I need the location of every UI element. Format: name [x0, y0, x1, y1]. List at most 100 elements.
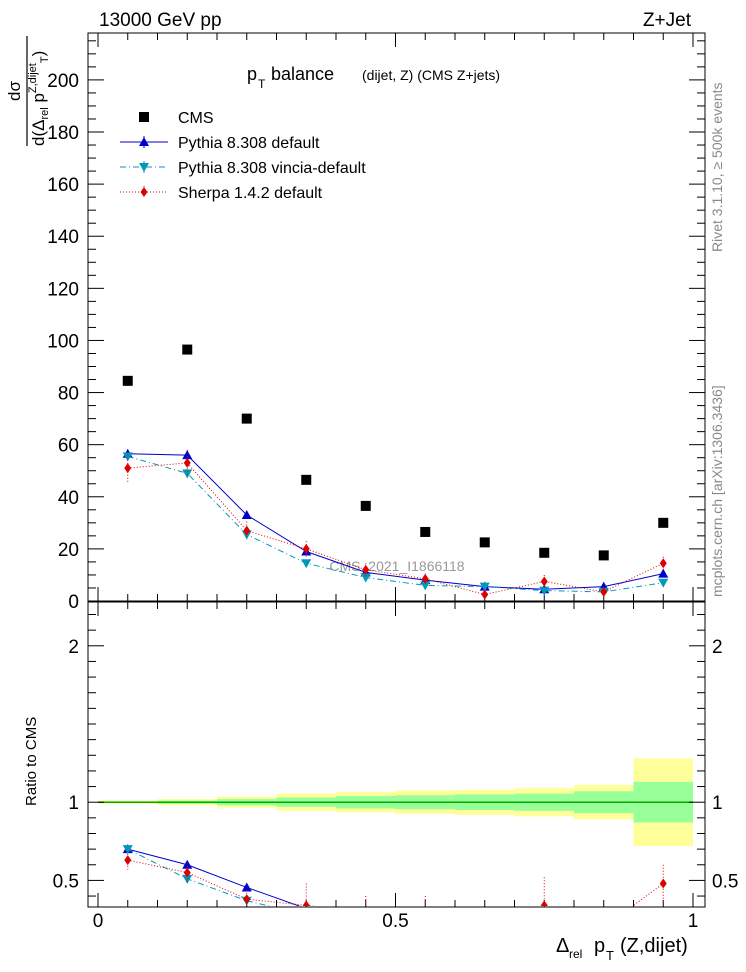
point-cms — [479, 537, 490, 548]
point-cms — [360, 500, 371, 511]
ratio-y-tick-label-right: 0.5 — [712, 871, 738, 892]
ratio-point-sherpa — [243, 894, 251, 905]
ratio-point-sherpa — [124, 855, 132, 866]
ratio-point-sherpa — [600, 922, 607, 932]
point-sherpa — [243, 525, 251, 536]
point-vincia — [360, 573, 371, 583]
ratio-point-sherpa — [183, 867, 191, 878]
legend-item-pythia: Pythia 8.308 default — [120, 135, 320, 152]
ratio-point-vincia — [122, 845, 133, 855]
ratio-point-vincia — [539, 923, 549, 932]
y-tick-label: 200 — [47, 71, 79, 92]
rivet-label: Rivet 3.1.10, ≥ 500k events — [709, 82, 725, 252]
point-vincia — [301, 559, 312, 569]
point-vincia — [479, 582, 490, 592]
point-cms — [301, 474, 312, 485]
ratio-point-vincia — [301, 911, 311, 920]
point-sherpa — [302, 543, 310, 554]
legend-item-cms: CMS — [139, 110, 214, 127]
point-vincia — [420, 581, 431, 591]
mcplots-label: mcplots.cern.ch [arXiv:1306.3436] — [709, 385, 725, 597]
title-sub: T — [258, 77, 266, 91]
y-tick-label: 0 — [68, 592, 79, 613]
ratio-point-pythia — [658, 922, 668, 931]
point-cms — [598, 550, 609, 561]
watermark: CMS_2021_I1866118 — [329, 558, 464, 574]
ratio-point-sherpa — [481, 922, 488, 932]
y-tick-label: 100 — [47, 331, 79, 352]
ratio-y-tick-label-right: 2 — [712, 637, 723, 658]
legend-marker-pythia — [139, 137, 149, 146]
legend-item-sherpa: Sherpa 1.4.2 default — [120, 185, 323, 202]
ratio-y-tick-label-right: 1 — [712, 793, 723, 814]
point-cms — [420, 526, 431, 537]
series-sherpa — [124, 449, 667, 600]
series-line-vincia — [127, 455, 664, 593]
legend-label-pythia: Pythia 8.308 default — [178, 135, 320, 152]
ratio-y-axis-label: Ratio to CMS — [23, 717, 40, 806]
title-p: p — [247, 64, 257, 84]
ratio-axis-ticks: 0.5 0.5 1 1 2 2 0 0.5 1 — [53, 602, 738, 932]
ratio-y-tick-label: 2 — [68, 637, 79, 658]
y-tick-label: 80 — [58, 384, 79, 405]
ratio-bands — [98, 758, 693, 846]
main-series-group — [122, 344, 669, 600]
xlabel-delta: Δ — [556, 935, 569, 957]
main-plot-frame — [87, 32, 706, 602]
point-sherpa — [600, 586, 608, 597]
ratio-point-sherpa — [302, 900, 310, 906]
ratio-point-pythia — [539, 922, 549, 931]
ratio-point-vincia — [361, 919, 371, 928]
point-pythia — [241, 510, 252, 520]
main-y-axis-label: dσ d(Δrel pZ,dijetT) — [5, 36, 51, 146]
point-pythia — [182, 450, 193, 460]
ratio-point-pythia — [480, 919, 490, 928]
point-pythia — [658, 568, 669, 578]
series-line-sherpa — [127, 462, 664, 596]
y-tick-label: 40 — [58, 488, 79, 509]
x-tick-label: 0.5 — [382, 911, 408, 932]
x-tick-label: 1 — [688, 911, 699, 932]
title-rest: balance — [266, 64, 334, 84]
ylabel-numerator: dσ — [5, 81, 24, 101]
legend-item-vincia: Pythia 8.308 vincia-default — [120, 160, 366, 177]
point-vincia — [658, 578, 669, 588]
ratio-series — [122, 844, 668, 932]
point-sherpa — [481, 589, 489, 600]
ratio-line-pythia — [127, 848, 301, 906]
legend-label-cms: CMS — [178, 110, 214, 127]
point-sherpa — [659, 558, 667, 569]
y-tick-label: 60 — [58, 436, 79, 457]
ratio-point-sherpa — [422, 907, 429, 917]
xlabel-p: p — [594, 935, 605, 957]
main-series — [122, 344, 669, 600]
ratio-point-sherpa — [362, 907, 369, 917]
y-tick-label: 140 — [47, 227, 79, 248]
ratio-point-pythia — [182, 859, 193, 869]
legend-marker-cms — [139, 112, 149, 122]
xlabel-t: T — [606, 948, 614, 963]
main-axis-ticks: 0 20 40 60 80 100 120 140 160 180 200 — [47, 33, 705, 613]
xlabel-rel: rel — [569, 947, 582, 961]
legend-label-vincia: Pythia 8.308 vincia-default — [178, 160, 366, 177]
ratio-point-pythia — [361, 913, 371, 922]
point-cms — [539, 547, 550, 558]
title-small: (dijet, Z) (CMS Z+jets) — [362, 67, 500, 83]
point-vincia — [182, 469, 193, 479]
y-tick-label: 20 — [58, 540, 79, 561]
ratio-point-vincia — [182, 874, 193, 884]
point-sherpa — [421, 573, 429, 584]
ratio-y-tick-label: 0.5 — [53, 871, 79, 892]
ratio-point-sherpa — [540, 900, 548, 906]
y-tick-label: 180 — [47, 123, 79, 144]
legend-label-sherpa: Sherpa 1.4.2 default — [178, 185, 323, 202]
y-tick-label: 160 — [47, 175, 79, 196]
point-sherpa — [124, 463, 132, 474]
ratio-point-vincia — [420, 920, 430, 929]
ratio-point-vincia — [658, 923, 668, 932]
x-axis-label: Δ rel p T (Z,dijet) — [556, 935, 688, 963]
header-right: Z+Jet — [643, 10, 692, 31]
ratio-point-pythia — [599, 922, 609, 931]
point-sherpa — [183, 457, 191, 468]
legend-marker-vincia — [139, 163, 149, 172]
